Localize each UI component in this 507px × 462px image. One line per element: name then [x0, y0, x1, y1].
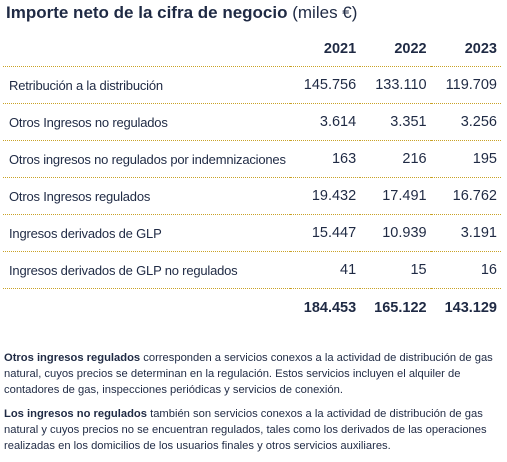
row-label: Otros ingresos no regulados por indemniz… — [3, 140, 290, 178]
row-value: 133.110 — [360, 66, 431, 104]
row-value: 163 — [289, 140, 361, 178]
footnotes: Otros ingresos regulados corresponden a … — [4, 350, 504, 462]
row-label: Otros Ingresos regulados — [3, 177, 290, 215]
row-value: 3.614 — [289, 103, 361, 141]
row-label: Retribución a la distribución — [3, 66, 290, 104]
table-row: Otros ingresos no regulados por indemniz… — [3, 140, 501, 178]
note-paragraph: Otros ingresos regulados corresponden a … — [4, 350, 504, 398]
row-value: 15.447 — [289, 214, 361, 252]
totals-label-empty — [3, 288, 290, 327]
note-text: también son servicios conexos a la activ… — [4, 408, 487, 452]
note-text: corresponden a servicios conexos a la ac… — [4, 352, 493, 396]
note-term: Los ingresos no regulados — [4, 408, 147, 420]
row-value: 16.762 — [430, 177, 501, 215]
revenue-table: 2021 2022 2023 Retribución a la distribu… — [3, 32, 501, 327]
year-header: 2023 — [430, 32, 501, 67]
total-value: 165.122 — [360, 288, 431, 327]
row-value: 3.256 — [430, 103, 501, 141]
table-header-row: 2021 2022 2023 — [3, 32, 501, 67]
row-value: 41 — [289, 251, 361, 289]
year-header: 2021 — [289, 32, 361, 67]
table-row: Otros Ingresos no regulados 3.614 3.351 … — [3, 103, 501, 141]
row-value: 10.939 — [360, 214, 431, 252]
row-value: 19.432 — [289, 177, 361, 215]
table-row: Otros Ingresos regulados 19.432 17.491 1… — [3, 177, 501, 215]
title-main: Importe neto de la cifra de negocio — [6, 3, 288, 22]
row-value: 16 — [430, 251, 501, 289]
table-row: Retribución a la distribución 145.756 13… — [3, 66, 501, 104]
year-header: 2022 — [360, 32, 431, 67]
page-title: Importe neto de la cifra de negocio (mil… — [6, 3, 357, 23]
row-label: Ingresos derivados de GLP — [3, 214, 290, 252]
note-term: Otros ingresos regulados — [4, 352, 141, 364]
title-unit: (miles €) — [292, 3, 358, 22]
row-label: Ingresos derivados de GLP no regulados — [3, 251, 290, 289]
row-value: 15 — [360, 251, 431, 289]
row-value: 3.191 — [430, 214, 501, 252]
totals-row: 184.453 165.122 143.129 — [3, 288, 501, 327]
total-value: 143.129 — [430, 288, 501, 327]
row-value: 17.491 — [360, 177, 431, 215]
row-value: 145.756 — [289, 66, 361, 104]
table-row: Ingresos derivados de GLP no regulados 4… — [3, 251, 501, 289]
row-value: 3.351 — [360, 103, 431, 141]
row-value: 195 — [430, 140, 501, 178]
row-value: 119.709 — [430, 66, 501, 104]
note-paragraph: Los ingresos no regulados también son se… — [4, 406, 504, 454]
total-value: 184.453 — [289, 288, 361, 327]
header-label-empty — [3, 32, 290, 67]
row-label: Otros Ingresos no regulados — [3, 103, 290, 141]
table-row: Ingresos derivados de GLP 15.447 10.939 … — [3, 214, 501, 252]
row-value: 216 — [360, 140, 431, 178]
